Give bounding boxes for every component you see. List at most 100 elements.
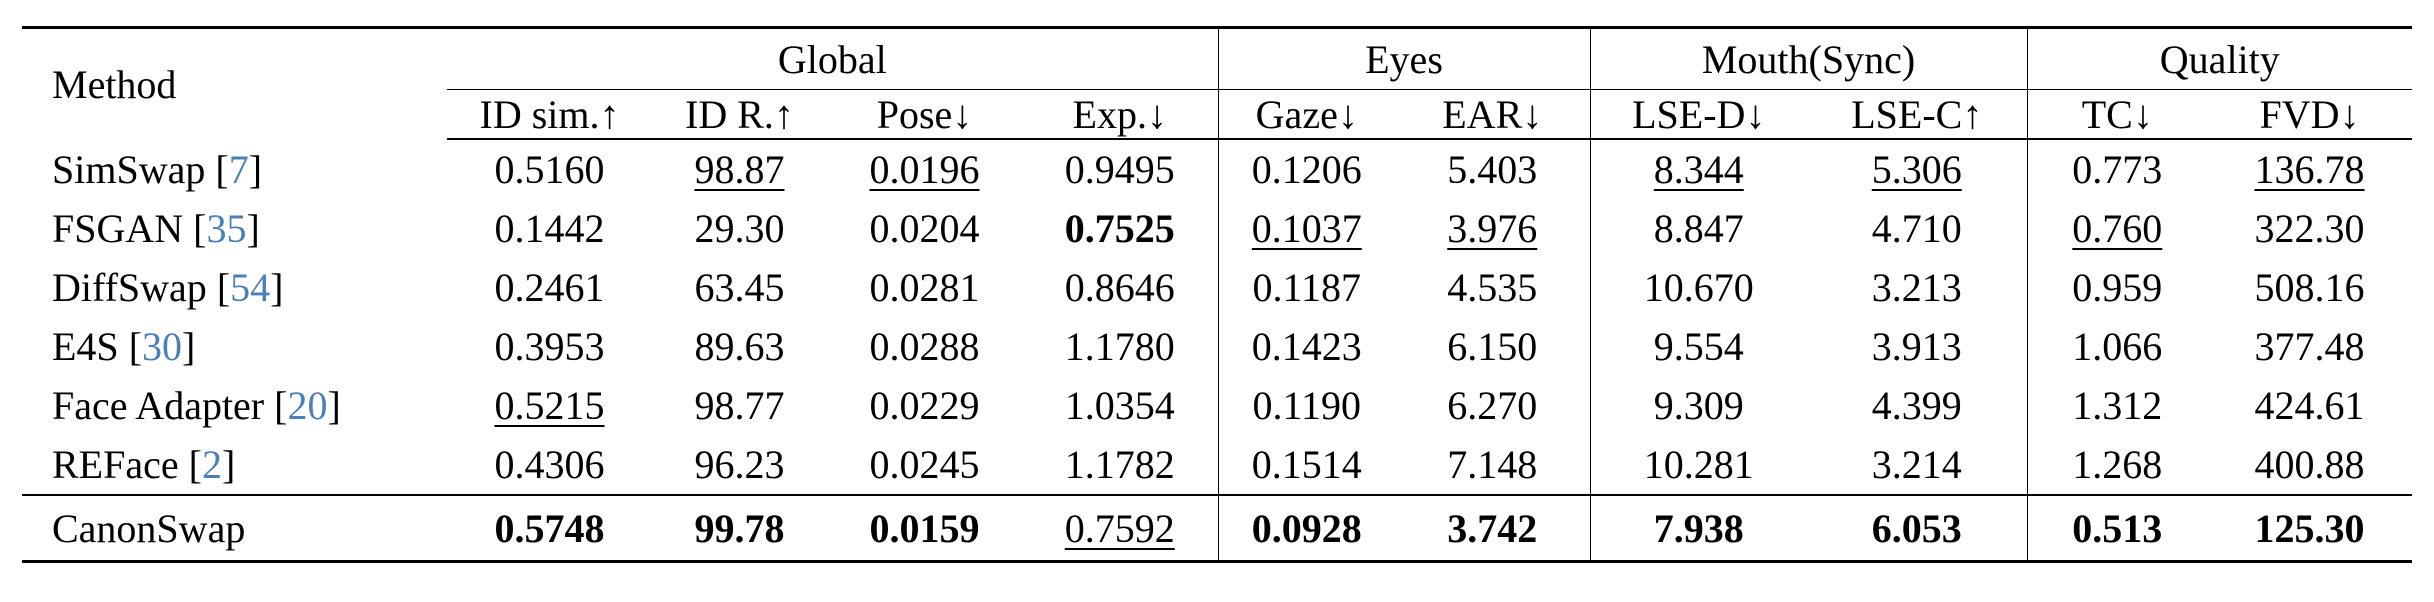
value-cell: 322.30 bbox=[2207, 199, 2412, 258]
group-header-quality: Quality bbox=[2027, 26, 2413, 90]
group-header-global: Global bbox=[447, 26, 1219, 90]
metric-value: 0.7592 bbox=[1064, 505, 1175, 551]
metric-value: 99.78 bbox=[694, 505, 785, 551]
value-cell: 10.670 bbox=[1590, 258, 1807, 317]
value-cell: 0.8646 bbox=[1022, 258, 1219, 317]
value-cell: 3.742 bbox=[1395, 494, 1591, 563]
value-cell: 0.3953 bbox=[447, 317, 652, 376]
value-cell: 3.213 bbox=[1807, 258, 2028, 317]
value-cell: 0.0204 bbox=[827, 199, 1022, 258]
metric-value: 0.9495 bbox=[1064, 147, 1175, 192]
group-header-mouth: Mouth(Sync) bbox=[1590, 26, 2028, 90]
value-cell: 1.1780 bbox=[1022, 317, 1219, 376]
value-cell: 0.0159 bbox=[827, 494, 1022, 563]
value-cell: 0.5215 bbox=[447, 376, 652, 435]
metric-value: 125.30 bbox=[2254, 505, 2365, 551]
metric-header: FVD↓ bbox=[2207, 89, 2413, 140]
method-name: REFace bbox=[52, 442, 179, 487]
value-cell: 0.0196 bbox=[827, 139, 1022, 199]
metric-value: 6.270 bbox=[1447, 383, 1538, 428]
citation-link[interactable]: 2 bbox=[201, 442, 222, 487]
citation-link[interactable]: 35 bbox=[206, 206, 247, 251]
value-cell: 6.150 bbox=[1395, 317, 1591, 376]
citation-link[interactable]: 54 bbox=[230, 265, 271, 310]
metric-header: LSE-D↓ bbox=[1590, 89, 1808, 140]
value-cell: 98.77 bbox=[652, 376, 827, 435]
value-cell: 0.0229 bbox=[827, 376, 1022, 435]
metric-value: 4.710 bbox=[1871, 206, 1962, 251]
value-cell: 98.87 bbox=[652, 139, 827, 199]
metric-value: 0.4306 bbox=[494, 442, 605, 487]
metric-value: 400.88 bbox=[2254, 442, 2365, 487]
value-cell: 0.513 bbox=[2027, 494, 2208, 563]
method-name: SimSwap bbox=[52, 146, 206, 192]
value-cell: 89.63 bbox=[652, 317, 827, 376]
value-cell: 9.309 bbox=[1590, 376, 1807, 435]
metric-value: 8.344 bbox=[1653, 147, 1744, 192]
metric-value: 0.1206 bbox=[1251, 147, 1362, 192]
value-cell: 4.710 bbox=[1807, 199, 2028, 258]
metric-value: 98.77 bbox=[694, 383, 785, 428]
metric-value: 4.535 bbox=[1447, 265, 1538, 310]
metric-value: 0.1514 bbox=[1251, 442, 1362, 487]
metric-value: 0.0288 bbox=[869, 324, 980, 369]
value-cell: 96.23 bbox=[652, 435, 827, 495]
metric-value: 0.0204 bbox=[869, 206, 980, 251]
metric-value: 377.48 bbox=[2254, 324, 2365, 369]
value-cell: 9.554 bbox=[1590, 317, 1807, 376]
method-name: E4S bbox=[52, 324, 119, 369]
metric-value: 1.312 bbox=[2072, 383, 2163, 428]
value-cell: 400.88 bbox=[2207, 435, 2412, 495]
metric-value: 3.976 bbox=[1447, 206, 1538, 251]
value-cell: 0.1514 bbox=[1218, 435, 1395, 495]
citation-link[interactable]: 30 bbox=[142, 324, 183, 369]
value-cell: 3.214 bbox=[1807, 435, 2028, 495]
metric-value: 0.1037 bbox=[1251, 206, 1362, 251]
method-header: Method bbox=[22, 26, 447, 139]
value-cell: 8.847 bbox=[1590, 199, 1807, 258]
metric-value: 4.399 bbox=[1871, 383, 1962, 428]
table-row: DiffSwap [54] 0.2461 63.45 0.0281 0.8646 0.11… bbox=[22, 258, 2412, 317]
value-cell: 1.268 bbox=[2027, 435, 2207, 495]
value-cell: 377.48 bbox=[2207, 317, 2412, 376]
value-cell: 508.16 bbox=[2207, 258, 2412, 317]
metric-value: 7.148 bbox=[1447, 442, 1538, 487]
value-cell: 0.2461 bbox=[447, 258, 652, 317]
metric-value: 1.066 bbox=[2072, 324, 2163, 369]
method-name-cell: DiffSwap [54] bbox=[52, 265, 284, 310]
ours-row: CanonSwap 0.5748 99.78 0.0159 0.7592 0.0928 3.… bbox=[22, 494, 2413, 563]
method-name-cell: E4S [30] bbox=[52, 324, 196, 369]
metric-value: 0.0281 bbox=[869, 265, 980, 310]
value-cell: 5.403 bbox=[1395, 139, 1591, 199]
metric-value: 0.959 bbox=[2072, 265, 2163, 310]
value-cell: 0.760 bbox=[2027, 199, 2207, 258]
metric-value: 0.8646 bbox=[1064, 265, 1175, 310]
value-cell: 0.0281 bbox=[827, 258, 1022, 317]
method-name-cell: REFace [2] bbox=[52, 442, 236, 487]
metric-value: 96.23 bbox=[694, 442, 785, 487]
citation-link[interactable]: 20 bbox=[287, 383, 328, 428]
metric-value: 10.281 bbox=[1643, 442, 1754, 487]
metric-header: LSE-C↑ bbox=[1807, 89, 2028, 140]
value-cell: 7.148 bbox=[1395, 435, 1591, 495]
metric-value: 0.0245 bbox=[869, 442, 980, 487]
metric-value: 6.150 bbox=[1447, 324, 1538, 369]
table-row: SimSwap [7] 0.5160 98.87 0.0196 0.9495 0.1206… bbox=[22, 139, 2412, 199]
metric-value: 89.63 bbox=[694, 324, 785, 369]
metric-value: 8.847 bbox=[1653, 206, 1744, 251]
value-cell: 6.270 bbox=[1395, 376, 1591, 435]
citation-link[interactable]: 7 bbox=[228, 146, 249, 192]
value-cell: 0.5748 bbox=[447, 494, 652, 563]
metric-value: 0.3953 bbox=[494, 324, 605, 369]
metric-value: 3.214 bbox=[1871, 442, 1962, 487]
metric-value: 5.306 bbox=[1871, 147, 1962, 192]
metric-value: 6.053 bbox=[1871, 505, 1962, 551]
value-cell: 424.61 bbox=[2207, 376, 2412, 435]
value-cell: 0.1423 bbox=[1218, 317, 1395, 376]
value-cell: 1.066 bbox=[2027, 317, 2207, 376]
group-header-row: Method Global Eyes Mouth(Sync) Quality bbox=[22, 26, 2413, 139]
metric-header: ID R.↑ bbox=[652, 89, 827, 140]
value-cell: 29.30 bbox=[652, 199, 827, 258]
method-name: Face Adapter bbox=[52, 383, 265, 428]
